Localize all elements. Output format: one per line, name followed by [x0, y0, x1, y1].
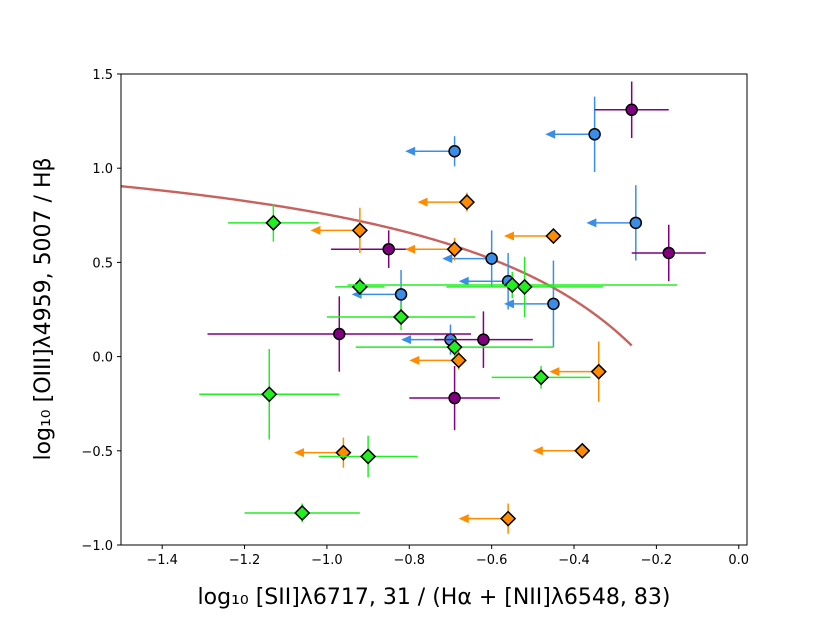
data-point: [458, 194, 476, 211]
y-axis-title: log₁₀ [OIII]λ4959, 5007 / Hβ: [31, 157, 56, 460]
upper-limit-arrow-head: [504, 299, 515, 309]
series-green: [199, 203, 677, 523]
data-point: [516, 278, 533, 295]
data-point: [485, 252, 498, 265]
upper-limit-arrow-head: [409, 355, 420, 365]
data-point: [360, 448, 377, 465]
upper-limit-arrow-head: [442, 254, 453, 264]
data-point: [265, 214, 282, 231]
x-tick-label: −0.4: [558, 553, 590, 568]
data-point: [590, 363, 607, 380]
data-point: [533, 369, 550, 386]
data-point: [261, 386, 278, 403]
data-point: [547, 297, 560, 311]
data-point: [662, 246, 675, 260]
y-tick-label: −1.0: [81, 539, 113, 554]
upper-limit-arrow-head: [532, 446, 543, 456]
y-tick-label: −0.5: [81, 445, 113, 460]
y-tick-label: 0.5: [92, 256, 113, 271]
data-point: [382, 242, 395, 256]
demarcation-curve: [120, 185, 633, 347]
data-point: [351, 222, 368, 239]
data-point: [392, 308, 410, 326]
x-axis-title: log₁₀ [SII]λ6717, 31 / (Hα + [NII]λ6548,…: [198, 585, 671, 610]
y-tick-label: 1.5: [92, 68, 113, 83]
data-point: [446, 241, 463, 258]
data-point: [450, 352, 467, 369]
data-point: [446, 339, 463, 356]
x-tick-label: −0.6: [476, 553, 508, 568]
data-point: [588, 128, 601, 141]
data-point: [504, 276, 521, 294]
x-tick-label: −1.0: [311, 553, 343, 568]
x-tick-label: −1.4: [146, 553, 178, 568]
x-tick-label: −1.2: [229, 553, 261, 568]
data-point: [545, 227, 562, 245]
upper-limit-arrow-head: [458, 276, 469, 286]
upper-limit-arrow-head: [549, 367, 560, 377]
data-point: [500, 510, 517, 527]
points-layer: [199, 81, 706, 534]
upper-limit-arrow-head: [458, 514, 469, 524]
plot-frame: [120, 73, 748, 546]
plot-area: [121, 74, 747, 545]
upper-limit-arrow-head: [405, 146, 416, 156]
data-point: [574, 442, 591, 459]
data-point: [394, 288, 408, 301]
data-point: [333, 327, 346, 341]
upper-limit-arrow-head: [405, 244, 416, 254]
upper-limit-arrow-head: [310, 225, 321, 235]
upper-limit-arrow-head: [545, 129, 556, 139]
y-tick-label: 0.0: [92, 351, 113, 366]
series-blue: [351, 96, 643, 355]
upper-limit-arrow-head: [586, 218, 597, 228]
curve-layer: [120, 185, 633, 347]
data-point: [448, 391, 461, 405]
y-tick-label: 1.0: [92, 162, 113, 177]
x-tick-label: −0.2: [641, 553, 673, 568]
upper-limit-arrow-head: [417, 197, 428, 207]
upper-limit-arrow-head: [401, 335, 412, 345]
ticks-layer: −1.4 −1.2 −1.0 −0.8 −0.6 −0.4 −0.2 0.0 −1.0 −0.5 0…: [81, 68, 749, 568]
upper-limit-arrow-head: [504, 231, 515, 241]
data-point: [625, 103, 638, 117]
x-tick-label: 0.0: [728, 553, 749, 568]
x-tick-label: −0.8: [394, 553, 426, 568]
data-point: [629, 216, 643, 230]
data-point: [448, 144, 461, 158]
upper-limit-arrow-head: [293, 448, 304, 458]
data-point: [477, 333, 490, 346]
data-point: [294, 504, 311, 522]
